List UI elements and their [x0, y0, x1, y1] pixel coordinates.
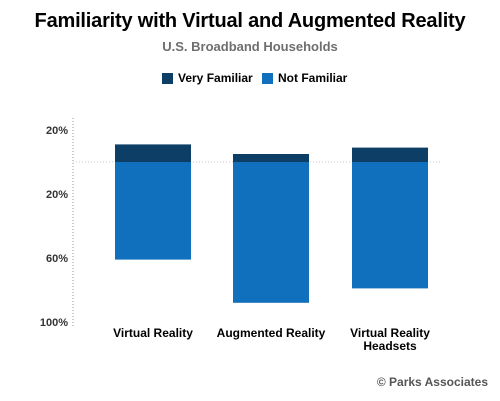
bar-not-familiar-2 [352, 162, 428, 289]
bar-not-familiar-1 [233, 162, 309, 303]
legend-item-not-familiar: Not Familiar [262, 71, 347, 85]
y-tick-label-0: 20% [46, 125, 68, 137]
y-tick-label-2: 60% [46, 253, 68, 265]
y-tick-label-1: 20% [46, 189, 68, 201]
category-label-0: Virtual Reality [113, 326, 193, 340]
category-label-2-line-0: Virtual Reality [350, 326, 430, 340]
source-credit: © Parks Associates [376, 375, 488, 389]
bar-very-familiar-1 [233, 154, 309, 162]
bar-very-familiar-0 [115, 144, 191, 162]
category-label-1: Augmented Reality [217, 326, 326, 340]
chart-title: Familiarity with Virtual and Augmented R… [34, 10, 466, 32]
legend-item-very-familiar: Very Familiar [162, 71, 253, 85]
category-label-2-line-1: Headsets [363, 339, 417, 353]
y-tick-label-3: 100% [40, 317, 68, 329]
legend-swatch-very-familiar [162, 72, 173, 84]
legend-swatch-not-familiar [262, 72, 273, 84]
chart-subtitle: U.S. Broadband Households [162, 39, 338, 54]
bar-very-familiar-2 [352, 147, 428, 162]
legend-label-not-familiar: Not Familiar [278, 71, 348, 85]
bar-not-familiar-0 [115, 162, 191, 260]
legend: Very Familiar Not Familiar [0, 71, 500, 87]
legend-label-very-familiar: Very Familiar [178, 71, 253, 85]
